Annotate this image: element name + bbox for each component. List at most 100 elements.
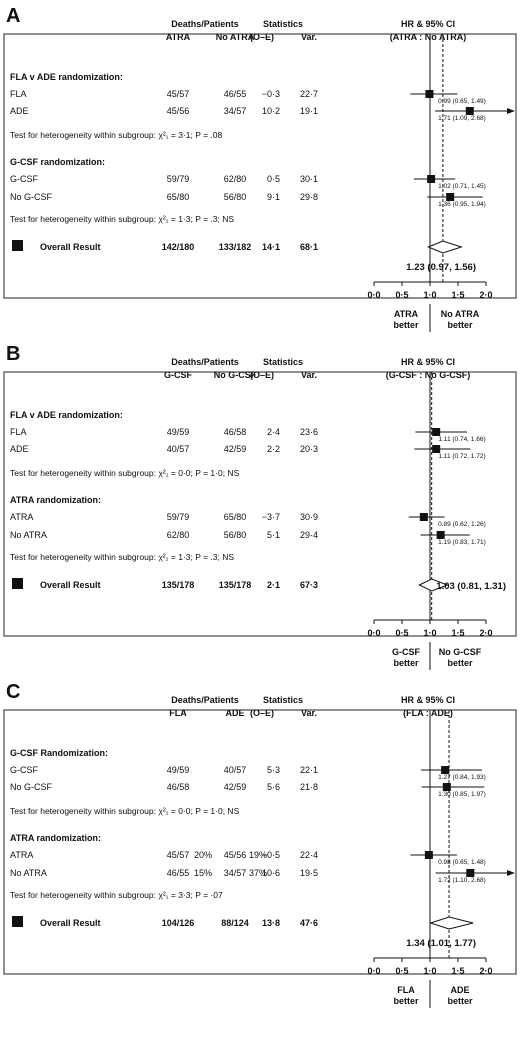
x-tick-label: 1·5 bbox=[451, 290, 464, 300]
row-label: G-CSF bbox=[10, 174, 39, 184]
header-col2: ADE bbox=[225, 708, 244, 718]
x-tick-label: 0·5 bbox=[395, 628, 408, 638]
header-var: Var. bbox=[301, 708, 317, 718]
ci-arrow bbox=[507, 870, 515, 876]
hr-point bbox=[424, 851, 433, 859]
row-deaths-col2: 42/59 bbox=[224, 782, 247, 792]
row-ci-text: 0.99 (0.65, 1.49) bbox=[438, 98, 486, 105]
overall-deaths-col2: 88/124 bbox=[221, 918, 249, 928]
overall-deaths-col1: 135/178 bbox=[162, 580, 195, 590]
header-col2: No G-CSF bbox=[214, 370, 257, 380]
row-label: No G-CSF bbox=[10, 192, 53, 202]
overall-oe: 2·1 bbox=[267, 580, 280, 590]
row-deaths-col1: 40/57 bbox=[167, 444, 190, 454]
row-pct-col2: 37% bbox=[249, 868, 267, 878]
overall-marker bbox=[12, 578, 23, 589]
x-tick-label: 0·0 bbox=[367, 628, 380, 638]
hr-point bbox=[465, 107, 474, 115]
x-tick-label: 1·0 bbox=[423, 290, 436, 300]
row-deaths-col1: 49/59 bbox=[167, 765, 190, 775]
row-oe: 2·4 bbox=[267, 427, 280, 437]
row-var: 22·4 bbox=[300, 850, 318, 860]
header-statistics: Statistics bbox=[263, 357, 303, 367]
row-pct-col1: 20% bbox=[194, 850, 212, 860]
row-ci-text: 1.30 (0.85, 1.97) bbox=[438, 791, 486, 798]
x-tick-label: 1·5 bbox=[451, 628, 464, 638]
overall-diamond bbox=[418, 578, 449, 592]
row-oe: 10·2 bbox=[262, 106, 280, 116]
row-ci-text: 1.11 (0.74, 1.66) bbox=[438, 436, 485, 443]
subgroup-title: G-CSF Randomization: bbox=[10, 748, 108, 758]
favours-right-line1: No G-CSF bbox=[439, 647, 482, 657]
row-deaths-col1: 59/79 bbox=[167, 174, 190, 184]
header-hr-ci: HR & 95% CI bbox=[401, 695, 455, 705]
panel-b: B Deaths/Patients Statistics HR & 95% CI G-C… bbox=[3, 343, 517, 670]
header-var: Var. bbox=[301, 370, 317, 380]
overall-deaths-col2: 133/182 bbox=[219, 242, 252, 252]
header-hr-ci: HR & 95% CI bbox=[401, 357, 455, 367]
row-deaths-col2: 45/56 bbox=[224, 850, 247, 860]
x-tick-label: 0·5 bbox=[395, 290, 408, 300]
row-oe: −0·5 bbox=[262, 850, 280, 860]
x-tick-label: 1·0 bbox=[423, 628, 436, 638]
favours-left-line2: better bbox=[393, 320, 419, 330]
favours-right-line2: better bbox=[447, 320, 473, 330]
favours-left-line1: ATRA bbox=[394, 309, 419, 319]
heterogeneity-test: Test for heterogeneity within subgroup: … bbox=[10, 214, 234, 224]
subgroup-title: ATRA randomization: bbox=[10, 833, 101, 843]
favours-left-line2: better bbox=[393, 996, 419, 1006]
heterogeneity-test: Test for heterogeneity within subgroup: … bbox=[10, 552, 234, 562]
x-tick-label: 0·5 bbox=[395, 966, 408, 976]
overall-diamond bbox=[428, 916, 474, 930]
header-oe: (O–E) bbox=[250, 370, 274, 380]
favours-right-line2: better bbox=[447, 996, 473, 1006]
row-ci-text: 0.89 (0.62, 1.26) bbox=[438, 521, 486, 528]
hr-point bbox=[425, 90, 434, 98]
row-var: 29·8 bbox=[300, 192, 318, 202]
row-var: 30·9 bbox=[300, 512, 318, 522]
overall-deaths-col1: 142/180 bbox=[162, 242, 195, 252]
panel-letter: C bbox=[6, 681, 20, 703]
overall-diamond bbox=[427, 240, 463, 254]
row-deaths-col2: 56/80 bbox=[224, 192, 247, 202]
row-oe: 5·3 bbox=[267, 765, 280, 775]
row-ci-text: 1.02 (0.71, 1.45) bbox=[438, 183, 486, 190]
header-deaths-patients: Deaths/Patients bbox=[171, 19, 239, 29]
row-deaths-col1: 45/56 bbox=[167, 106, 190, 116]
row-var: 22·7 bbox=[300, 89, 318, 99]
header-col1: ATRA bbox=[166, 32, 191, 42]
panel-letter: A bbox=[6, 5, 20, 27]
row-label: ATRA bbox=[10, 850, 33, 860]
row-oe: 5·1 bbox=[267, 530, 280, 540]
row-deaths-col1: 59/79 bbox=[167, 512, 190, 522]
x-tick-label: 1·0 bbox=[423, 966, 436, 976]
header-hr-sub: (ATRA : No ATRA) bbox=[390, 32, 466, 42]
overall-var: 47·6 bbox=[300, 918, 318, 928]
row-label: No ATRA bbox=[10, 530, 47, 540]
header-hr-ci: HR & 95% CI bbox=[401, 19, 455, 29]
hr-point bbox=[442, 783, 451, 791]
row-label: FLA bbox=[10, 427, 27, 437]
row-ci-text: 1.11 (0.72, 1.72) bbox=[438, 453, 485, 460]
row-label: No G-CSF bbox=[10, 782, 53, 792]
favours-right-line1: No ATRA bbox=[441, 309, 480, 319]
row-deaths-col1: 45/57 bbox=[167, 850, 190, 860]
header-hr-sub: (FLA : ADE) bbox=[403, 708, 453, 718]
overall-ci-text: 1.23 (0.97, 1.56) bbox=[406, 262, 476, 273]
row-oe: 5·6 bbox=[267, 782, 280, 792]
panel-frame bbox=[3, 709, 517, 975]
row-var: 20·3 bbox=[300, 444, 318, 454]
hr-point bbox=[441, 766, 450, 774]
subgroup-title: FLA v ADE randomization: bbox=[10, 410, 123, 420]
row-deaths-col2: 62/80 bbox=[224, 174, 247, 184]
overall-marker bbox=[12, 240, 23, 251]
row-deaths-col1: 62/80 bbox=[167, 530, 190, 540]
header-deaths-patients: Deaths/Patients bbox=[171, 357, 239, 367]
row-label: ADE bbox=[10, 444, 29, 454]
row-pct-col2: 19% bbox=[249, 850, 267, 860]
row-label: ADE bbox=[10, 106, 29, 116]
overall-label: Overall Result bbox=[40, 918, 101, 928]
heterogeneity-test: Test for heterogeneity within subgroup: … bbox=[10, 468, 240, 478]
favours-right-line2: better bbox=[447, 658, 473, 668]
header-col1: FLA bbox=[169, 708, 187, 718]
